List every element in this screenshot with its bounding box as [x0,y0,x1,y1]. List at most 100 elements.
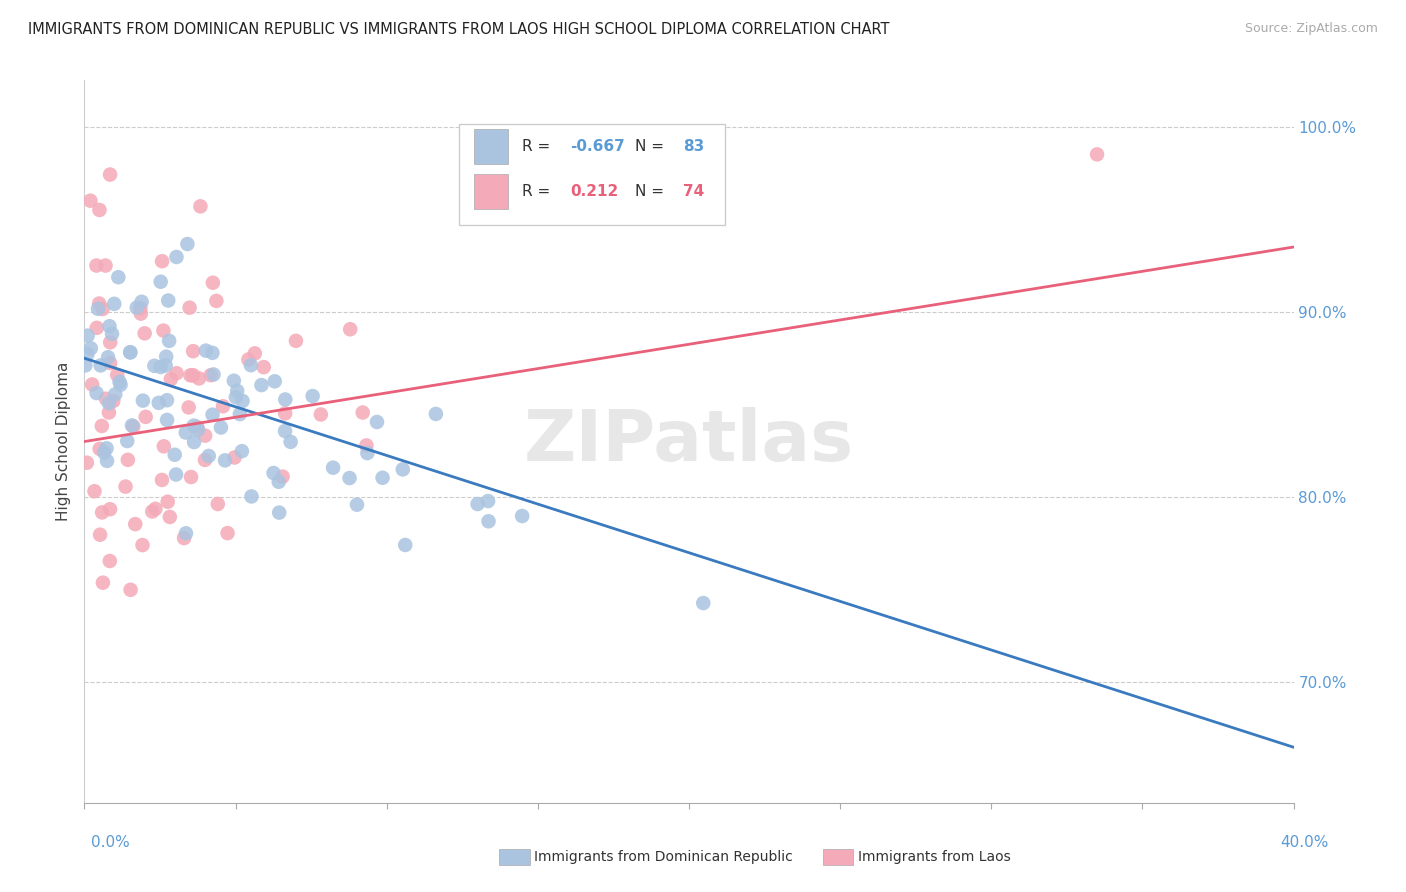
FancyBboxPatch shape [474,174,508,209]
Text: Source: ZipAtlas.com: Source: ZipAtlas.com [1244,22,1378,36]
Point [200,368,222,383]
Point [301,389,323,403]
Point [90,359,112,373]
Point [86,259,108,273]
Point [86,321,108,335]
Point [222,374,245,388]
Point [280,434,302,449]
Point [157,293,180,308]
Point [267,475,290,489]
Point [98,356,121,370]
Point [122,419,145,434]
Point [284,334,307,348]
Point [322,460,344,475]
Point [103,393,125,408]
Point [202,368,225,382]
Point [187,423,209,437]
Point [108,375,131,389]
Point [120,582,142,597]
Point [129,307,152,321]
Point [89,202,111,217]
Point [274,406,297,420]
Point [76,328,98,343]
Point [391,462,413,476]
Point [79,194,101,208]
Point [356,438,378,452]
Point [98,554,121,568]
Point [174,425,197,440]
Point [190,199,212,213]
Point [366,415,388,429]
Point [356,446,378,460]
Point [263,466,285,480]
Point [692,596,714,610]
Y-axis label: High School Diploma: High School Diploma [56,362,72,521]
Point [98,168,121,182]
Point [103,297,125,311]
Text: -0.667: -0.667 [571,139,626,154]
Point [150,254,173,268]
Point [132,393,155,408]
Text: ZIPatlas: ZIPatlas [524,407,853,476]
Point [181,368,204,383]
Point [209,420,232,434]
Point [87,301,110,316]
Point [156,413,179,427]
Point [477,494,499,508]
Text: IMMIGRANTS FROM DOMINICAN REPUBLIC VS IMMIGRANTS FROM LAOS HIGH SCHOOL DIPLOMA C: IMMIGRANTS FROM DOMINICAN REPUBLIC VS IM… [28,22,890,37]
Point [83,484,105,499]
Point [141,504,163,518]
Point [96,442,118,456]
Point [131,294,153,309]
Point [1085,147,1108,161]
Point [152,324,174,338]
Point [160,372,183,386]
Text: 0.212: 0.212 [571,184,619,199]
Point [94,259,117,273]
Point [97,351,120,365]
Point [76,456,98,470]
Point [274,424,297,438]
Point [91,301,114,316]
Point [157,334,180,348]
Text: 0.0%: 0.0% [91,836,131,850]
Point [86,386,108,401]
Point [201,346,224,360]
Point [165,467,187,482]
Point [339,322,361,336]
Point [177,401,200,415]
Point [105,368,128,382]
Point [181,344,204,359]
Point [194,343,217,358]
Point [90,419,112,434]
Point [214,453,236,467]
Point [120,345,142,359]
Point [166,250,188,264]
Point [238,352,260,367]
Point [89,442,111,456]
Point [173,531,195,545]
Point [125,301,148,315]
Point [186,420,208,434]
Point [250,378,273,392]
Point [76,347,98,361]
Point [97,405,120,419]
Point [205,293,228,308]
Point [143,359,166,373]
Point [91,505,114,519]
Point [98,335,121,350]
Point [94,392,117,406]
Point [352,405,374,419]
Text: N =: N = [634,139,668,154]
Point [231,444,253,458]
Point [201,408,224,422]
Point [104,387,127,401]
Point [232,394,254,409]
Point [107,270,129,285]
Text: R =: R = [522,184,555,199]
Point [117,453,139,467]
Point [183,418,205,433]
Point [243,346,266,360]
Point [226,384,249,398]
Point [224,450,246,465]
